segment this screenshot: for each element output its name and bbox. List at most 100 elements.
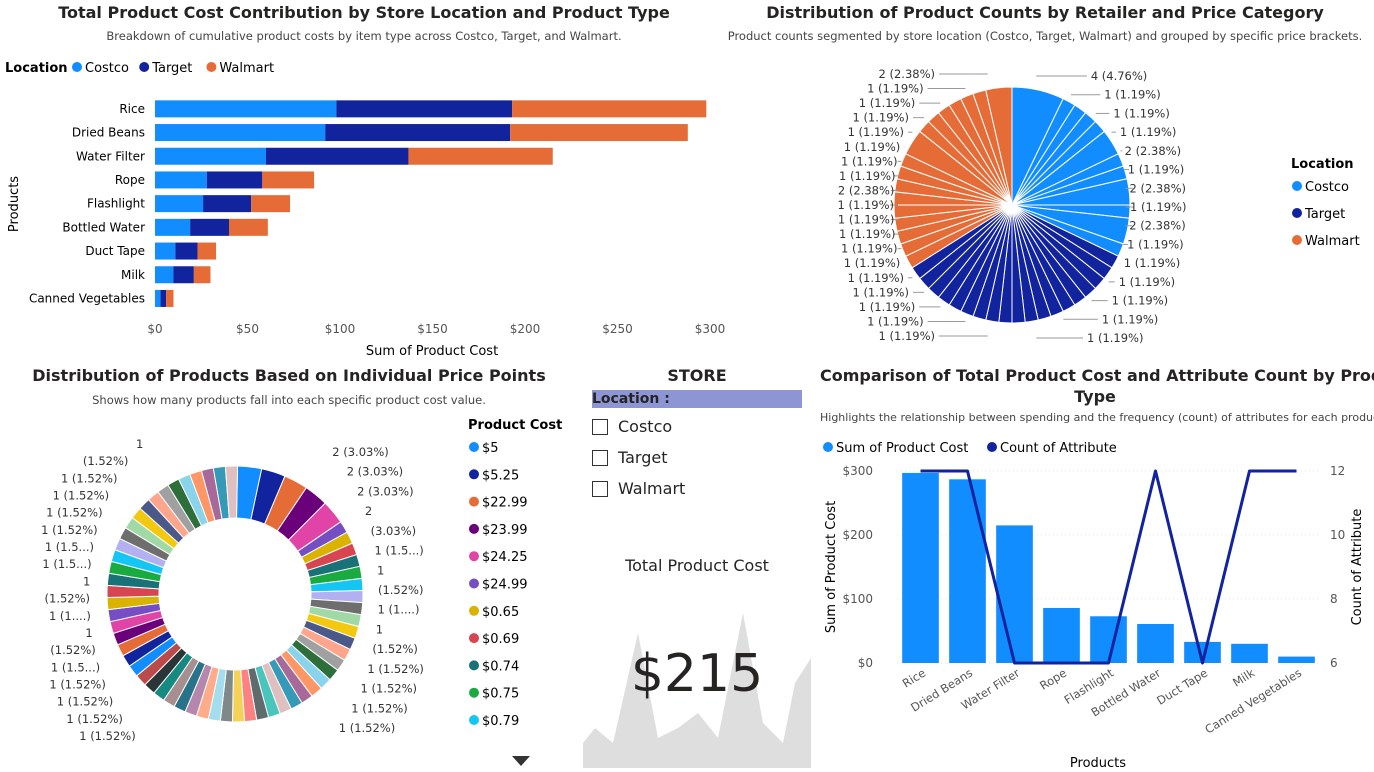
bar-category-label: Rope: [115, 173, 145, 187]
pie-legend-label: Costco: [1305, 180, 1349, 195]
slicer-option-target[interactable]: Target: [592, 442, 802, 473]
combo-bar[interactable]: [996, 525, 1033, 663]
donut-data-label: 1: [136, 437, 143, 451]
combo-bar[interactable]: [1278, 656, 1315, 663]
combo-bar[interactable]: [902, 472, 939, 663]
combo-chart: Sum of Product Cost Count of Attribute $0 $…: [823, 441, 1365, 771]
bar-segment[interactable]: [510, 124, 688, 142]
pie-data-label: 1 (1.19%): [1112, 294, 1168, 308]
checkbox-icon[interactable]: [592, 480, 608, 497]
combo-line-series[interactable]: [920, 469, 1297, 665]
pie-data-label: 1 (1.19%): [1130, 200, 1186, 214]
bar-segment[interactable]: [155, 171, 207, 189]
donut-data-label: 1 (1.5...): [45, 540, 94, 554]
donut-data-label: 1 (1.52%): [46, 506, 102, 520]
combo-bar[interactable]: [1043, 607, 1080, 663]
combo-bar[interactable]: [949, 479, 986, 663]
bar-category-label: Canned Vegetables: [29, 291, 145, 305]
combo-chart-title-line2: Type: [1074, 387, 1116, 406]
bar-segment[interactable]: [155, 124, 326, 142]
combo-bar[interactable]: [1137, 623, 1174, 663]
pie-data-label: 1 (1.19%): [841, 154, 897, 168]
donut-legend-label: $24.99: [482, 578, 528, 593]
bar-segment[interactable]: [160, 289, 167, 307]
donut-legend-marker: [469, 469, 479, 480]
bar-segment[interactable]: [251, 195, 291, 213]
slicer-option-costco[interactable]: Costco: [592, 411, 802, 442]
donut-slice[interactable]: [224, 465, 239, 519]
bar-segment[interactable]: [193, 266, 211, 284]
legend-scroll-down-icon[interactable]: [512, 756, 530, 766]
combo-x-tick: Milk: [1230, 665, 1257, 689]
bar-segment[interactable]: [262, 171, 315, 189]
bar-category-label: Rice: [119, 102, 145, 116]
bar-category-label: Dried Beans: [72, 126, 145, 140]
combo-bar[interactable]: [1090, 616, 1127, 663]
pie-data-label: 2 (2.38%): [1130, 181, 1186, 195]
bar-segment[interactable]: [155, 100, 337, 118]
slicer-options: Costco Target Walmart: [592, 411, 802, 504]
pie-data-label: 2 (2.38%): [1125, 144, 1181, 158]
bar-segment[interactable]: [266, 147, 409, 165]
combo-right-axis-label: Count of Attribute: [1350, 509, 1365, 626]
bar-category-label: Water Filter: [76, 149, 145, 163]
pie-data-label: 1 (1.19%): [1102, 312, 1158, 326]
combo-right-tick: 6: [1330, 656, 1338, 670]
bar-segment[interactable]: [175, 242, 198, 260]
donut-legend-marker: [469, 523, 479, 534]
bar-segment[interactable]: [229, 218, 268, 236]
bar-legend-title: Location: [5, 61, 68, 76]
bar-segment[interactable]: [155, 289, 161, 307]
donut-legend-marker: [469, 715, 479, 725]
donut-legend-title: Product Cost: [468, 418, 562, 433]
bar-segment[interactable]: [155, 242, 176, 260]
donut-data-label: 1 (1.52%): [57, 695, 113, 709]
donut-data-label: 2 (3.03%): [332, 445, 388, 459]
bar-segment[interactable]: [155, 195, 204, 213]
bar-segment[interactable]: [206, 171, 263, 189]
combo-right-tick: 12: [1330, 464, 1345, 478]
donut-data-label: 1: [377, 563, 384, 577]
bar-legend-label: Walmart: [219, 61, 274, 76]
bar-segment[interactable]: [512, 100, 707, 118]
bar-segment[interactable]: [190, 218, 229, 236]
combo-right-tick: 10: [1330, 528, 1345, 542]
bar-segment[interactable]: [197, 242, 217, 260]
pie-data-label: 1 (1.19%): [852, 111, 908, 125]
bar-legend-marker: [72, 62, 82, 72]
bar-segment[interactable]: [155, 266, 174, 284]
donut-data-label: 1 (1.52%): [41, 523, 97, 537]
donut-legend-label: $24.25: [482, 550, 528, 565]
checkbox-icon[interactable]: [592, 449, 608, 466]
bar-x-tick: $50: [236, 322, 259, 336]
pie-data-label: 1 (1.19%): [844, 256, 900, 270]
slicer-option-walmart[interactable]: Walmart: [592, 473, 802, 504]
combo-right-tick: 8: [1330, 592, 1338, 606]
bar-segment[interactable]: [155, 218, 191, 236]
bar-segment[interactable]: [166, 289, 174, 307]
checkbox-icon[interactable]: [592, 418, 608, 435]
pie-data-label: 1 (1.19%): [848, 271, 904, 285]
donut-data-label: (1.52%): [50, 643, 96, 657]
donut-data-label: 1 (1.52%): [53, 489, 109, 503]
combo-bar[interactable]: [1231, 643, 1268, 663]
pie-data-label: 1 (1.19%): [1119, 275, 1175, 289]
bar-segment[interactable]: [325, 124, 511, 142]
bar-segment[interactable]: [173, 266, 194, 284]
bar-x-tick: $150: [417, 322, 448, 336]
bar-segment[interactable]: [408, 147, 553, 165]
pie-chart-title: Distribution of Product Counts by Retail…: [766, 3, 1324, 22]
pie-data-label: 1 (1.19%): [1128, 163, 1184, 177]
pie-legend-title: Location: [1291, 157, 1354, 172]
donut-data-label: 2: [365, 504, 372, 518]
donut-data-label: 1 (1....): [378, 603, 420, 617]
donut-data-label: 1 (1.52%): [339, 721, 395, 735]
combo-left-tick: $0: [858, 656, 873, 670]
bar-segment[interactable]: [336, 100, 513, 118]
combo-bar[interactable]: [1184, 641, 1221, 663]
pie-data-label: 1 (1.19%): [838, 213, 894, 227]
bar-segment[interactable]: [203, 195, 252, 213]
bar-segment[interactable]: [155, 147, 266, 165]
pie-slice[interactable]: [985, 86, 1013, 206]
pie-data-label: 1 (1.19%): [1113, 106, 1169, 120]
